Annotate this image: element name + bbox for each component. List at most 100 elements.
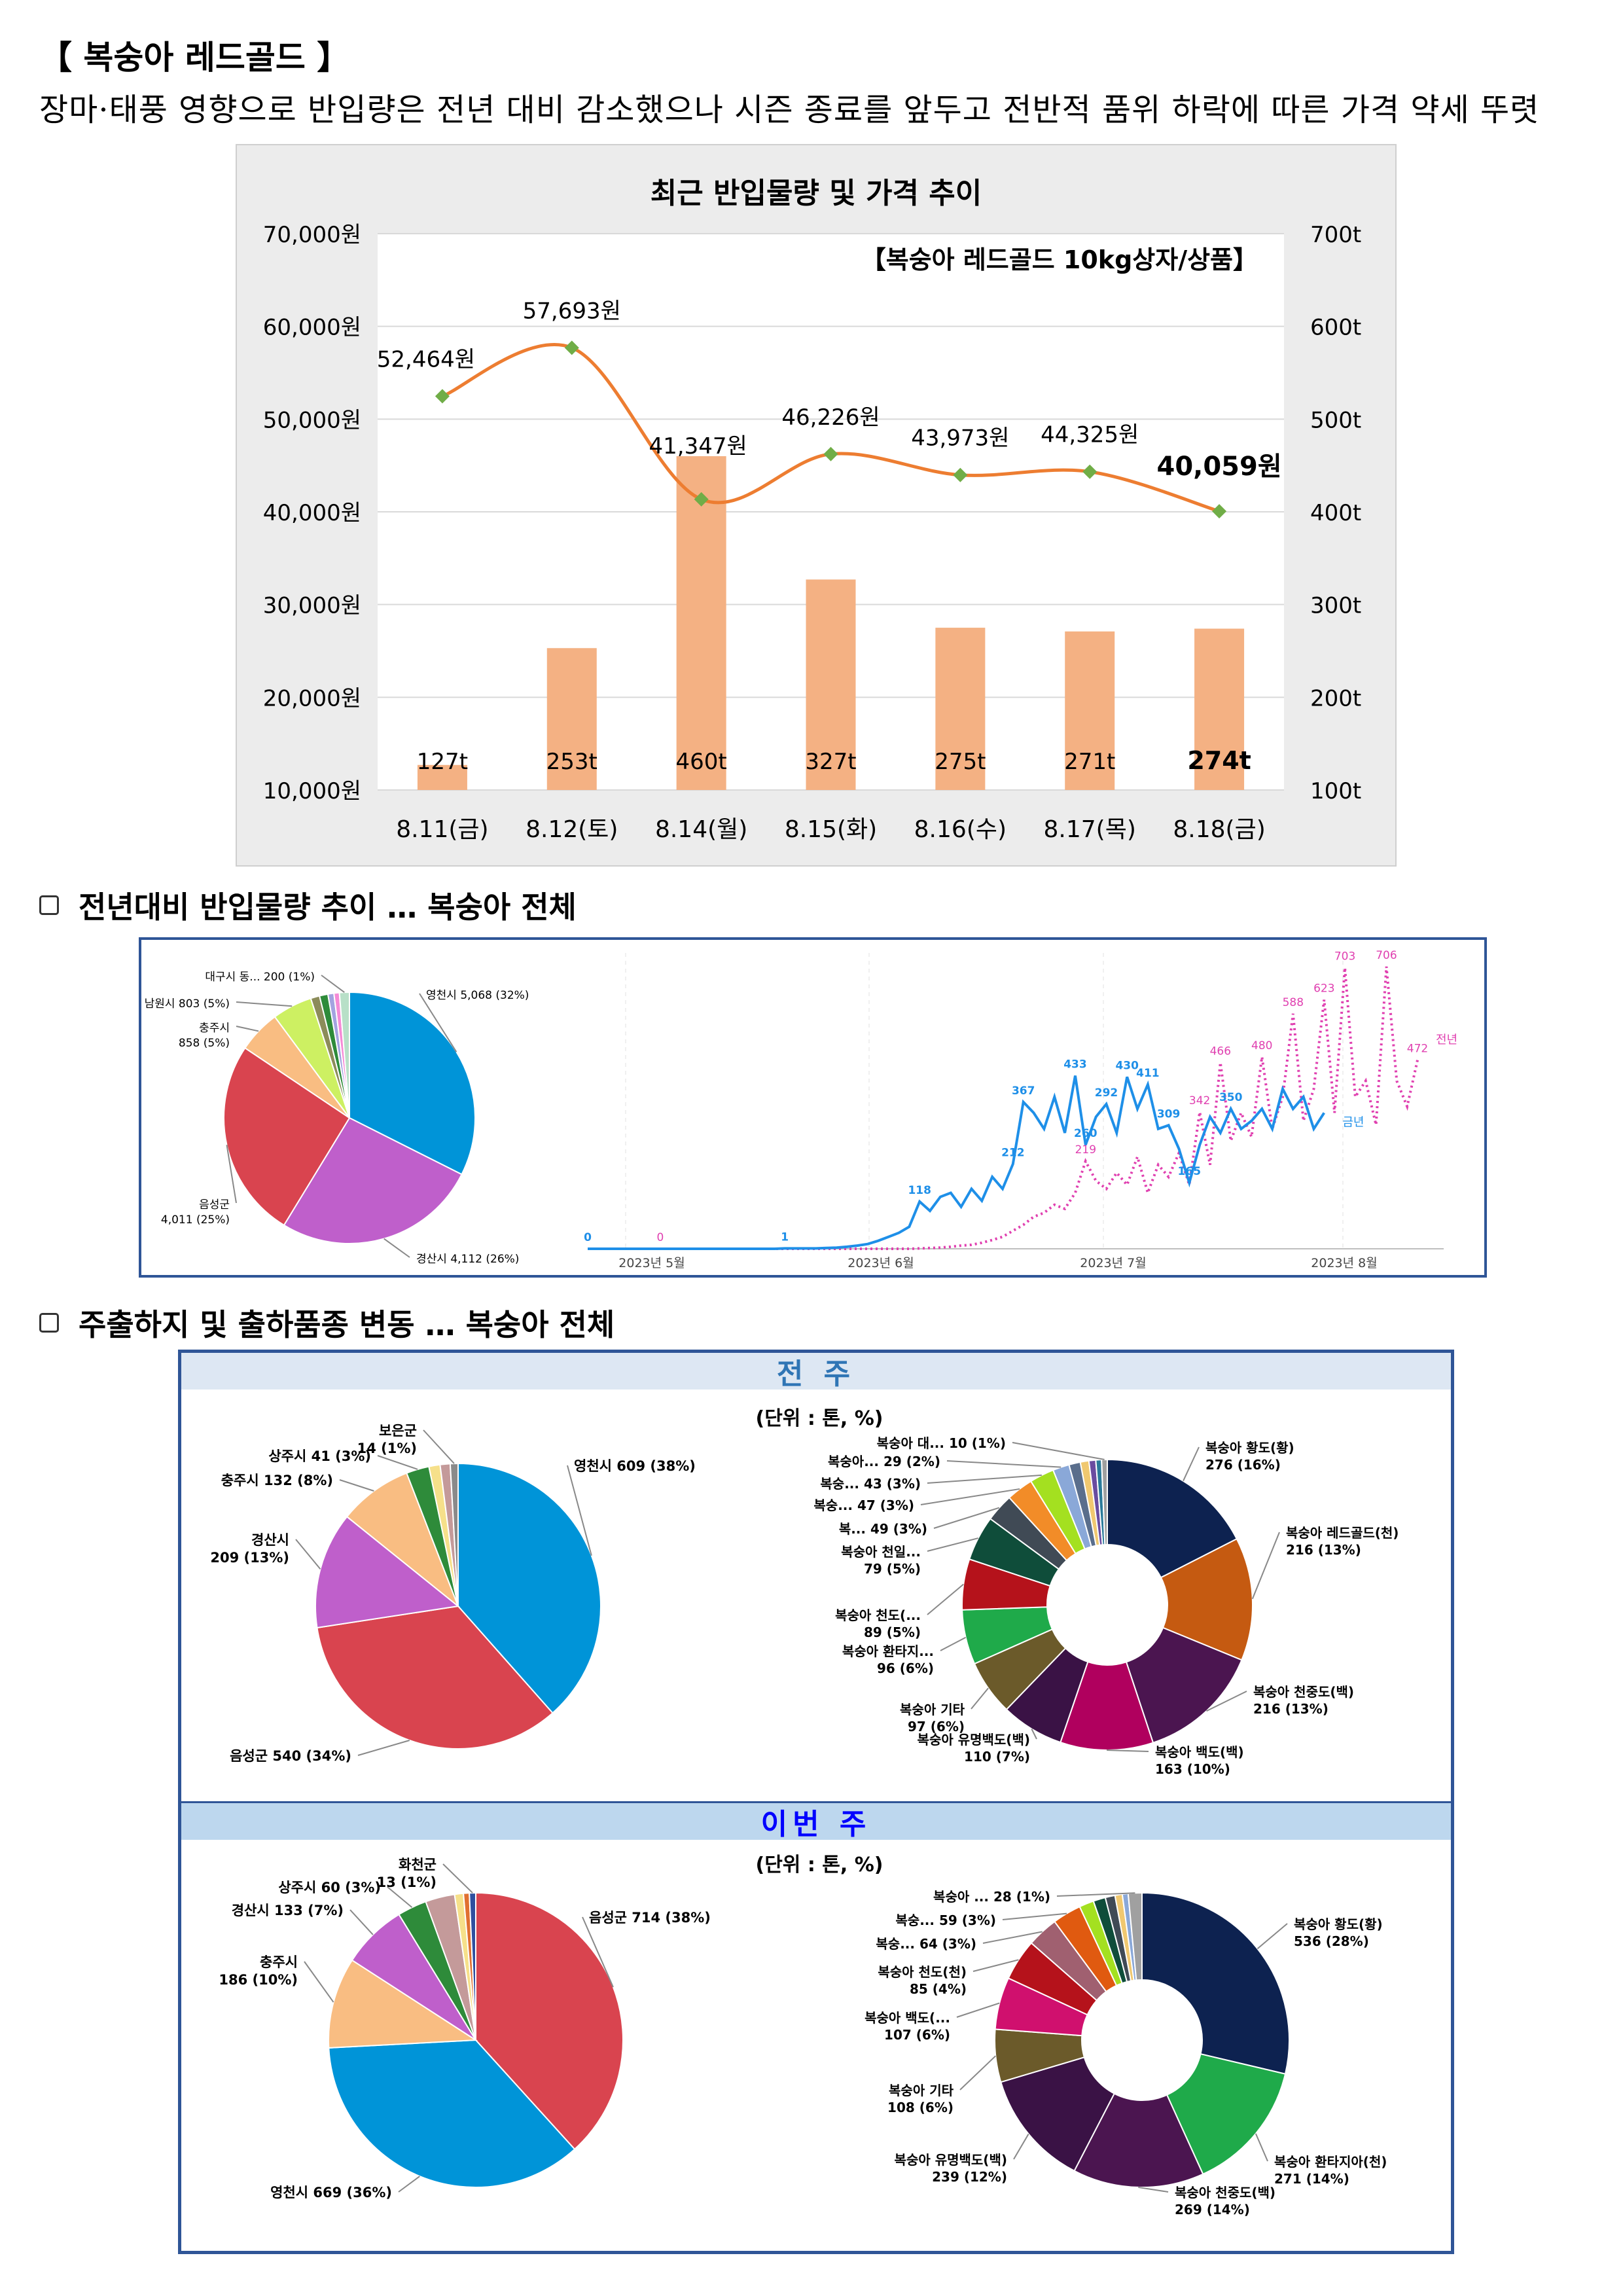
prev-origin-pie-leader: [377, 1455, 418, 1470]
line-x-label: 2023년 6월: [847, 1256, 914, 1270]
yoy-panel-svg: 영천시 5,068 (32%) 경산시 4,112 (26%) 음성군 4,011 (…: [145, 949, 1458, 1270]
yoy-pie-label: 대구시 동... 200 (1%): [205, 971, 315, 984]
price-marker: [823, 446, 838, 461]
cur-variety-donut-label: 269 (14%): [1175, 2202, 1250, 2217]
cur-variety-donut-label: 복숭아 기타: [889, 2083, 954, 2098]
line-point-label: 703: [1334, 950, 1355, 963]
prev-origin-pie-label: 충주시 132 (8%): [221, 1473, 333, 1488]
prev-variety-donut-label: 복숭아 천일...: [841, 1544, 921, 1560]
prev-origin-pie-leader: [295, 1539, 321, 1570]
volume-label: 253t: [546, 749, 597, 775]
prev-variety-donut-label: 97 (6%): [908, 1719, 965, 1734]
prev-variety-donut-label: 복숭아 백도(백): [1155, 1744, 1244, 1760]
line-point-label: 1: [781, 1230, 789, 1244]
line-point-label: 623: [1313, 982, 1334, 995]
chart-title: 최근 반입물량 및 가격 추이: [651, 177, 982, 210]
line-point-label: 588: [1283, 996, 1304, 1009]
cur-variety-donut-slice: [1141, 1892, 1290, 2075]
line-legend-label: 금년: [1342, 1115, 1364, 1129]
price-label: 44,325원: [1041, 422, 1139, 448]
cur-origin-pie-leader: [387, 1886, 413, 1908]
line-point-label: 118: [908, 1184, 931, 1197]
cur-variety-donut-label: 복숭아 천도(천): [878, 1964, 967, 1980]
line-point-label: 260: [1074, 1127, 1097, 1140]
this-week-label: 이번 주: [760, 1808, 872, 1841]
cur-origin-pie-slice: [328, 2039, 576, 2188]
price-label: 57,693원: [523, 298, 621, 324]
cur-variety-donut-leader: [1257, 1923, 1288, 1950]
cur-origin-pie-label: 음성군 714 (38%): [589, 1910, 711, 1926]
origin-variety-panel: 전 주 이번 주 (단위 : 톤, %) (단위 : 톤, %) 영천시 609 (…: [178, 1350, 1454, 2254]
line-point-label: 706: [1376, 949, 1397, 962]
cur-variety-donut-label: 복숭... 59 (3%): [895, 1912, 996, 1928]
cur-origin-pie-label: 충주시: [260, 1954, 298, 1970]
yoy-pie-leader: [226, 1145, 237, 1204]
line-point-label: 292: [1095, 1086, 1118, 1100]
line-point-label: 0: [584, 1231, 592, 1244]
prev-variety-donut-leader: [927, 1537, 979, 1552]
cur-variety-donut-label: 85 (4%): [910, 1981, 967, 1997]
prev-variety-donut-leader: [1031, 1729, 1037, 1740]
prev-variety-donut-label: 110 (7%): [964, 1749, 1030, 1765]
cur-origin-pie-leader: [582, 1916, 614, 1988]
volume-bar: [417, 764, 467, 790]
y-left-tick: 20,000원: [263, 685, 361, 711]
prev-variety-donut-label: 복숭아 레드골드(천): [1286, 1525, 1399, 1541]
cur-variety-donut-label: 복숭아 백도(...: [865, 2010, 950, 2026]
prev-variety-donut-label: 96 (6%): [877, 1660, 934, 1676]
volume-bar: [806, 579, 856, 790]
price-marker: [564, 340, 579, 355]
y-left-tick: 10,000원: [263, 778, 361, 804]
x-tick-label: 8.14(월): [655, 816, 747, 843]
yoy-pie-leader: [236, 1026, 259, 1032]
line-point-label: 219: [1075, 1143, 1096, 1157]
volume-bar: [1065, 631, 1115, 790]
yoy-pie-label: 음성군: [199, 1198, 230, 1211]
unit-note: (단위 : 톤, %): [755, 1854, 883, 1876]
section-origin-title: 주출하지 및 출하품종 변동 … 복숭아 전체: [39, 1301, 615, 1344]
prev-variety-donut-label: 163 (10%): [1155, 1761, 1230, 1777]
yoy-pie-label: 충주시: [199, 1022, 230, 1035]
section-origin-label: 주출하지 및 출하품종 변동 … 복숭아 전체: [79, 1307, 615, 1342]
prev-variety-donut-label: 복숭아 천중도(백): [1253, 1684, 1354, 1700]
prev-variety-donut-leader: [1206, 1691, 1247, 1712]
prev-origin-pie-label: 14 (1%): [357, 1441, 417, 1456]
line-point-label: 367: [1012, 1085, 1035, 1098]
price-label: 41,347원: [649, 433, 747, 459]
yoy-panel: 영천시 5,068 (32%) 경산시 4,112 (26%) 음성군 4,011 (…: [139, 937, 1487, 1278]
prev-variety-donut-label: 216 (13%): [1286, 1542, 1361, 1558]
line-x-label: 2023년 5월: [618, 1256, 685, 1270]
prev-origin-pie-label: 209 (13%): [210, 1550, 289, 1566]
prev-variety-donut-leader: [940, 1636, 967, 1651]
prev-variety-donut-label: 89 (5%): [864, 1624, 921, 1640]
line-x-label: 2023년 7월: [1080, 1256, 1146, 1270]
prev-variety-donut-leader: [920, 1488, 1020, 1505]
cur-variety-donut-label: 107 (6%): [884, 2027, 950, 2043]
prev-origin-pie-label: 음성군 540 (34%): [230, 1748, 351, 1764]
unit-note: (단위 : 톤, %): [755, 1407, 883, 1430]
line-point-label: 212: [1001, 1147, 1025, 1160]
y-left-tick: 40,000원: [263, 500, 361, 526]
line-point-label: 411: [1136, 1067, 1160, 1080]
prev-week-label: 전 주: [776, 1357, 856, 1391]
line-point-label: 466: [1210, 1045, 1231, 1058]
cur-variety-donut-leader: [982, 1931, 1043, 1944]
cur-variety-donut-label: 271 (14%): [1274, 2171, 1349, 2187]
y-left-tick: 50,000원: [263, 407, 361, 433]
prev-variety-donut-label: 276 (16%): [1205, 1457, 1281, 1473]
line-point-label: 342: [1189, 1094, 1210, 1107]
cur-origin-pie-label: 화천군: [399, 1857, 437, 1873]
cur-origin-pie-slice: [469, 1892, 476, 2041]
prev-variety-donut-slice: [1160, 1537, 1253, 1661]
prev-variety-donut-leader: [1012, 1442, 1105, 1461]
cur-variety-donut-label: 복숭아 유명백도(백): [895, 2152, 1007, 2168]
prev-origin-pie-slice: [315, 1515, 460, 1629]
cur-variety-donut-leader: [1255, 2133, 1268, 2162]
yoy-pie-label: 경산시 4,112 (26%): [416, 1253, 519, 1266]
y-left-tick: 30,000원: [263, 593, 361, 619]
cur-variety-donut-leader: [956, 2002, 1000, 2018]
cur-origin-pie-label: 13 (1%): [377, 1874, 437, 1890]
cur-origin-pie-label: 186 (10%): [219, 1972, 298, 1988]
prev-origin-pie-label: 보은군: [379, 1423, 417, 1439]
line-point-label: 0: [584, 1231, 592, 1244]
